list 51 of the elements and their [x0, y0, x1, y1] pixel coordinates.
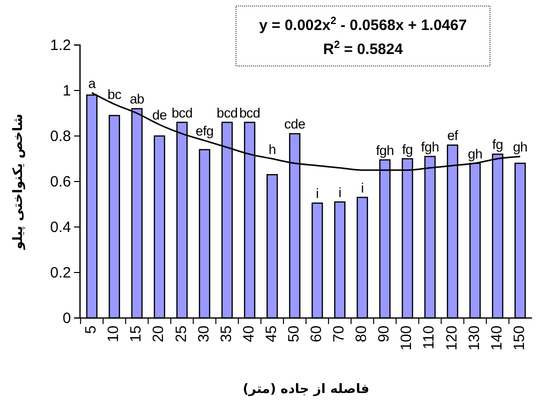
y-axis-title: شاخص یکنواختی پیلو [11, 114, 26, 250]
x-tick-label: 130 [466, 326, 483, 351]
data-label: bcd [239, 105, 260, 120]
x-tick-label: 70 [330, 326, 348, 342]
data-label: ef [447, 128, 458, 144]
annotation: R$^{2}$ = 0.5824 [323, 39, 404, 58]
x-tick-label: 60 [308, 326, 326, 342]
data-label: i [338, 184, 342, 200]
x-tick-label: 35 [218, 326, 235, 342]
data-label: fgh [376, 142, 394, 158]
data-label: a [88, 76, 96, 91]
x-tick-label: 120 [443, 326, 460, 351]
data-label: ab [130, 92, 144, 107]
x-tick-label: 150 [510, 326, 528, 351]
x-axis-title: فاصله از جاده (متر) [242, 382, 370, 397]
x-tick-label: 100 [398, 326, 416, 351]
data-label: bcd [216, 105, 238, 120]
y-tick-label: 1.2 [50, 36, 71, 54]
data-label: h [268, 142, 276, 157]
x-tick-label: 50 [285, 326, 302, 342]
y-tick-label: 0.8 [50, 128, 71, 145]
data-label: fg [492, 137, 503, 152]
y-tick-label: 0.6 [50, 173, 71, 190]
data-label: bcd [172, 105, 192, 120]
x-tick-label: 20 [150, 326, 168, 342]
x-tick-label: 45 [262, 326, 280, 342]
data-label: fg [402, 142, 413, 157]
data-label: i [361, 180, 364, 196]
y-tick-label: 0.4 [50, 218, 71, 236]
x-tick-label: 15 [128, 326, 145, 342]
x-tick-label: 90 [376, 326, 393, 342]
y-tick-label: 1 [62, 82, 71, 100]
x-tick-label: 140 [488, 326, 506, 351]
data-label: i [316, 186, 319, 202]
data-label: bc [108, 87, 122, 102]
data-label: de [152, 108, 167, 123]
data-label: cde [284, 116, 306, 132]
x-tick-label: 80 [353, 326, 370, 342]
data-label: gh [512, 139, 528, 154]
x-tick-label: 110 [420, 326, 438, 350]
x-tick-label: 40 [240, 326, 258, 342]
y-tick-label: 0 [62, 310, 71, 327]
data-label: gh [468, 146, 482, 162]
y-tick-label: 0.2 [50, 264, 71, 282]
x-tick-label: 30 [195, 326, 212, 342]
data-label: fgh [421, 139, 439, 154]
text: y = 0.002x$^{2}$ - 0.0568x + 1.0467 [259, 15, 467, 34]
x-tick-label: 25 [172, 326, 190, 342]
x-tick-label: 10 [105, 326, 122, 342]
data-label: efg [196, 124, 214, 139]
x-tick-label: 5 [82, 326, 100, 334]
